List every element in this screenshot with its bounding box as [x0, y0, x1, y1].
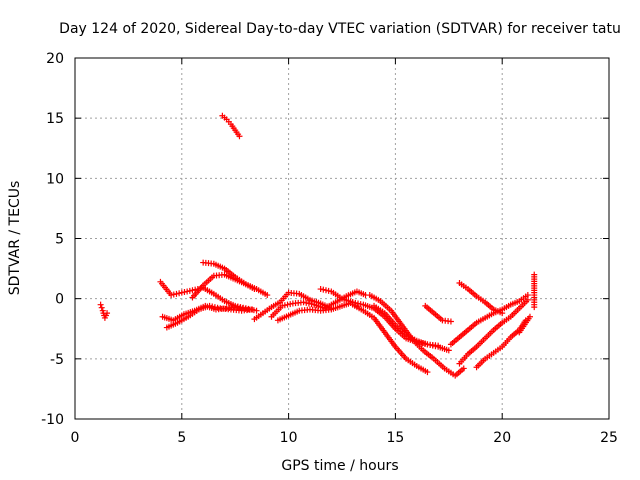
data-point [236, 133, 243, 140]
data-point [251, 286, 258, 293]
data-point [279, 302, 286, 309]
data-point [424, 369, 431, 376]
data-point [281, 302, 288, 309]
y-tick-label: -5 [50, 352, 64, 368]
data-point [317, 286, 324, 293]
data-point [526, 313, 533, 320]
data-points [97, 112, 538, 379]
data-point [206, 302, 213, 309]
data-point [287, 301, 294, 308]
data-point [320, 286, 327, 293]
x-tick-label: 15 [386, 430, 404, 446]
data-point [524, 296, 531, 303]
data-point [355, 300, 362, 307]
data-point [357, 301, 364, 308]
data-point [447, 318, 454, 325]
data-point [98, 304, 105, 311]
y-tick-label: 15 [46, 111, 64, 127]
data-point [237, 304, 244, 311]
x-axis-ticks: 0 5 10 15 20 25 [71, 58, 618, 446]
y-tick-label: 20 [46, 51, 64, 67]
data-point [97, 301, 104, 308]
data-point [531, 304, 538, 311]
data-point [435, 342, 442, 349]
data-point [264, 292, 271, 299]
x-tick-label: 20 [493, 430, 511, 446]
x-tick-label: 25 [600, 430, 618, 446]
data-point [253, 307, 260, 314]
data-point [460, 365, 467, 372]
data-point [303, 299, 310, 306]
data-point [189, 287, 196, 294]
data-point [305, 300, 312, 307]
x-tick-label: 0 [71, 430, 80, 446]
x-tick-label: 5 [177, 430, 186, 446]
y-tick-label: 0 [55, 292, 64, 308]
data-point [176, 290, 183, 297]
data-point [308, 301, 315, 308]
data-point [445, 347, 452, 354]
chart-title: Day 124 of 2020, Sidereal Day-to-day VTE… [59, 21, 621, 37]
grid-lines [75, 58, 609, 419]
data-point [234, 304, 241, 311]
data-point [104, 310, 111, 317]
y-axis-label: SDTVAR / TECUs [7, 181, 23, 296]
data-point [170, 291, 177, 298]
data-point [249, 306, 256, 313]
data-point [322, 287, 329, 294]
y-tick-label: 10 [46, 171, 64, 187]
y-tick-label: -10 [41, 412, 64, 428]
y-axis-ticks: -10 -5 0 5 10 15 20 [41, 51, 609, 428]
data-point [178, 289, 185, 296]
data-point [284, 301, 291, 308]
data-point [168, 292, 175, 299]
data-point [209, 303, 216, 310]
data-point [211, 304, 218, 311]
y-tick-label: 5 [55, 232, 64, 248]
data-point [184, 288, 191, 295]
data-point [214, 304, 221, 311]
data-point [325, 287, 332, 294]
x-tick-label: 10 [280, 430, 298, 446]
data-point [173, 290, 180, 297]
x-axis-label: GPS time / hours [281, 458, 398, 474]
data-point [300, 299, 307, 306]
data-point [186, 287, 193, 294]
data-point [499, 310, 506, 317]
data-point [181, 289, 188, 296]
